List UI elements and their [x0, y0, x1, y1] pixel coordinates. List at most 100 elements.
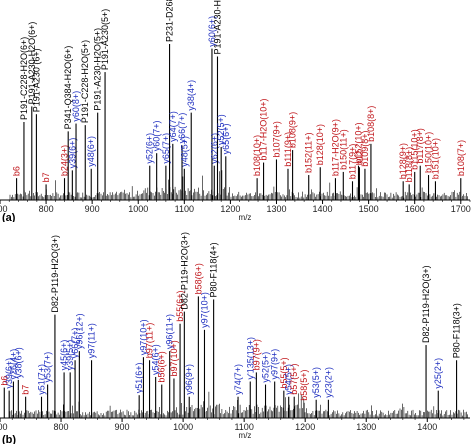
peak-label: b109(8+): [360, 131, 370, 167]
peak-label: P191-C228-H2O(5+): [80, 40, 90, 123]
peak-label: y51(7+): [37, 364, 47, 395]
peak-label: b128(9+): [398, 143, 408, 179]
x-tick-label: 1100: [234, 422, 253, 432]
peak-label: b6: [0, 376, 9, 386]
peak-label: b117(9+): [348, 144, 358, 180]
peak-label: b97(9+): [251, 339, 261, 370]
x-tick-label: 700: [0, 422, 8, 432]
peak-label: P80-F118(4+): [209, 242, 219, 297]
x-tick-label: 1400: [313, 204, 333, 214]
peak-label: P191-A230-H2O(4+): [212, 0, 222, 54]
x-tick-label: 1700: [451, 204, 471, 214]
x-tick-label: 1000: [128, 204, 148, 214]
peak-label: y25(2+): [433, 358, 443, 389]
peak-label: b55(6+): [175, 290, 185, 321]
peak-label: b108(7+): [456, 140, 466, 176]
peak-label: P231-D268 (4+): [165, 0, 175, 42]
x-tick-label: 1400: [417, 422, 437, 432]
peak-label: y96(9+): [184, 364, 194, 395]
peak-label: b108(10+): [252, 135, 262, 176]
peak-label: y96(12+): [74, 313, 84, 349]
peak-label: b150(11+): [338, 129, 348, 170]
peak-label: y96(11+): [165, 314, 175, 349]
peak-label: b7: [41, 172, 51, 182]
peak-label: y38(6+): [13, 347, 23, 378]
peak-label: y39(6+): [4, 358, 14, 389]
peak-label: y26(4+): [8, 349, 18, 380]
x-axis-title: m/z: [239, 213, 252, 222]
x-tick-label: 1200: [220, 204, 240, 214]
x-tick-label: 1000: [173, 422, 193, 432]
panel-label: (b): [2, 434, 16, 444]
x-tick-label: 1300: [356, 422, 376, 432]
peak-label: b97(10+): [169, 340, 179, 376]
peak-label: y65(6+): [221, 124, 231, 155]
peak-label: P191-A230 (6+): [31, 48, 41, 112]
peak-label: b152(10+): [353, 122, 363, 163]
x-tick-label: 1300: [266, 204, 286, 214]
peak-label: P341-Q384-H2O(6+): [63, 46, 73, 130]
peak-label: y65(7+): [161, 133, 171, 164]
peak-label: y45(6+): [59, 340, 69, 371]
peak-label: y62(6+): [209, 133, 219, 164]
peak-label: b24(3+): [60, 145, 70, 176]
peak-label: y60(7+): [152, 120, 162, 151]
peak-label: D82-P119-H2O(3+): [179, 232, 189, 310]
peak-label: y39(6+): [67, 138, 77, 169]
peak-label: y48(6+): [86, 136, 96, 167]
peak-label: b108(8+): [366, 106, 376, 142]
peak-label: y38(4+): [186, 80, 196, 111]
peak-label: b58(6+): [193, 263, 203, 294]
x-tick-label: 1200: [295, 422, 315, 432]
noise-peaks: [9, 391, 468, 418]
spectrum-panel-a: 700 800 900 1000 1100 1200 1300 1400 1500 1600 170…: [0, 0, 471, 222]
x-tick-label: 800: [39, 204, 54, 214]
peak-label: y54(6+): [151, 344, 161, 375]
peak-label: y53(5+): [311, 367, 321, 398]
peak-label: P191-C228-H2O(6+): [19, 37, 29, 120]
peak-label: b117(8+): [415, 128, 425, 164]
x-tick-label: 900: [85, 204, 100, 214]
peak-label: b12: [354, 150, 364, 165]
peak-label: y52(6+): [145, 133, 155, 164]
peak-label: y97(10+): [138, 319, 148, 355]
peak-label: y97(11+): [87, 323, 97, 358]
peak-label: P191-A230-H2O(6+): [27, 22, 37, 105]
spectrum-panel-b: 70080090010001100120013001400m/z(b)b6y39…: [0, 222, 474, 444]
peak-label: y52(5+): [261, 352, 271, 383]
peak-label: D82-P119-H2O(3+): [50, 235, 60, 313]
peak-label: y54(5+): [284, 364, 294, 395]
peak-label: b117-H2O(9+): [330, 119, 340, 176]
peak-label: P191-A230-H2O(5+): [93, 28, 103, 111]
peak-label: b151(10+): [430, 138, 440, 179]
peak-label: y60(6+): [207, 16, 217, 47]
peak-label: y51(6+): [134, 362, 144, 393]
peak-label: P80-F118(3+): [452, 303, 462, 358]
peak-label: b115(10+): [410, 129, 420, 170]
peak-label: b58(5+): [299, 370, 309, 401]
peak-label: b97(11+): [145, 323, 155, 359]
peak-label: b7: [21, 385, 31, 395]
peak-label: b117-H2O(10+): [259, 98, 269, 160]
peak-label: y48(5+): [179, 136, 189, 167]
peak-label: y'135(13+): [245, 337, 255, 380]
peak-label: b6: [12, 166, 22, 176]
panel-label: (a): [2, 212, 16, 222]
peak-label: y39(5+): [65, 340, 75, 371]
peak-label: P191-A230(5+): [100, 9, 110, 70]
peak-label: b55(5+): [279, 357, 289, 388]
x-tick-label: 800: [54, 422, 69, 432]
peak-label: y53(7+): [43, 352, 53, 383]
peak-label: y74(7+): [233, 364, 243, 395]
peak-label: y97(9+): [270, 349, 280, 380]
x-tick-label: 1500: [359, 204, 379, 214]
peak-label: y66(7+): [177, 113, 187, 144]
peak-label: y52(5+): [216, 114, 226, 145]
spectrum-chart-a: 700 800 900 1000 1100 1200 1300 1400 1500 1600 170…: [0, 0, 471, 222]
peak-label: b152(11+): [304, 132, 314, 173]
peak-label: y97(10+): [199, 292, 209, 328]
peak-label: b111(9+): [283, 132, 293, 167]
x-tick-label: 1100: [175, 204, 194, 214]
x-axis-title: m/z: [239, 431, 252, 440]
peak-label: b150(10+): [424, 132, 434, 173]
